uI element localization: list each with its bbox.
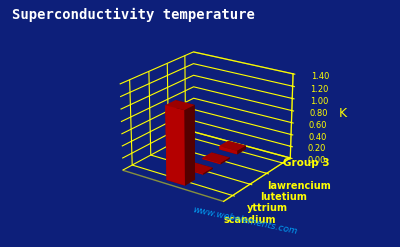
Text: Superconductivity temperature: Superconductivity temperature (12, 7, 255, 21)
Text: www.webelements.com: www.webelements.com (192, 206, 298, 237)
